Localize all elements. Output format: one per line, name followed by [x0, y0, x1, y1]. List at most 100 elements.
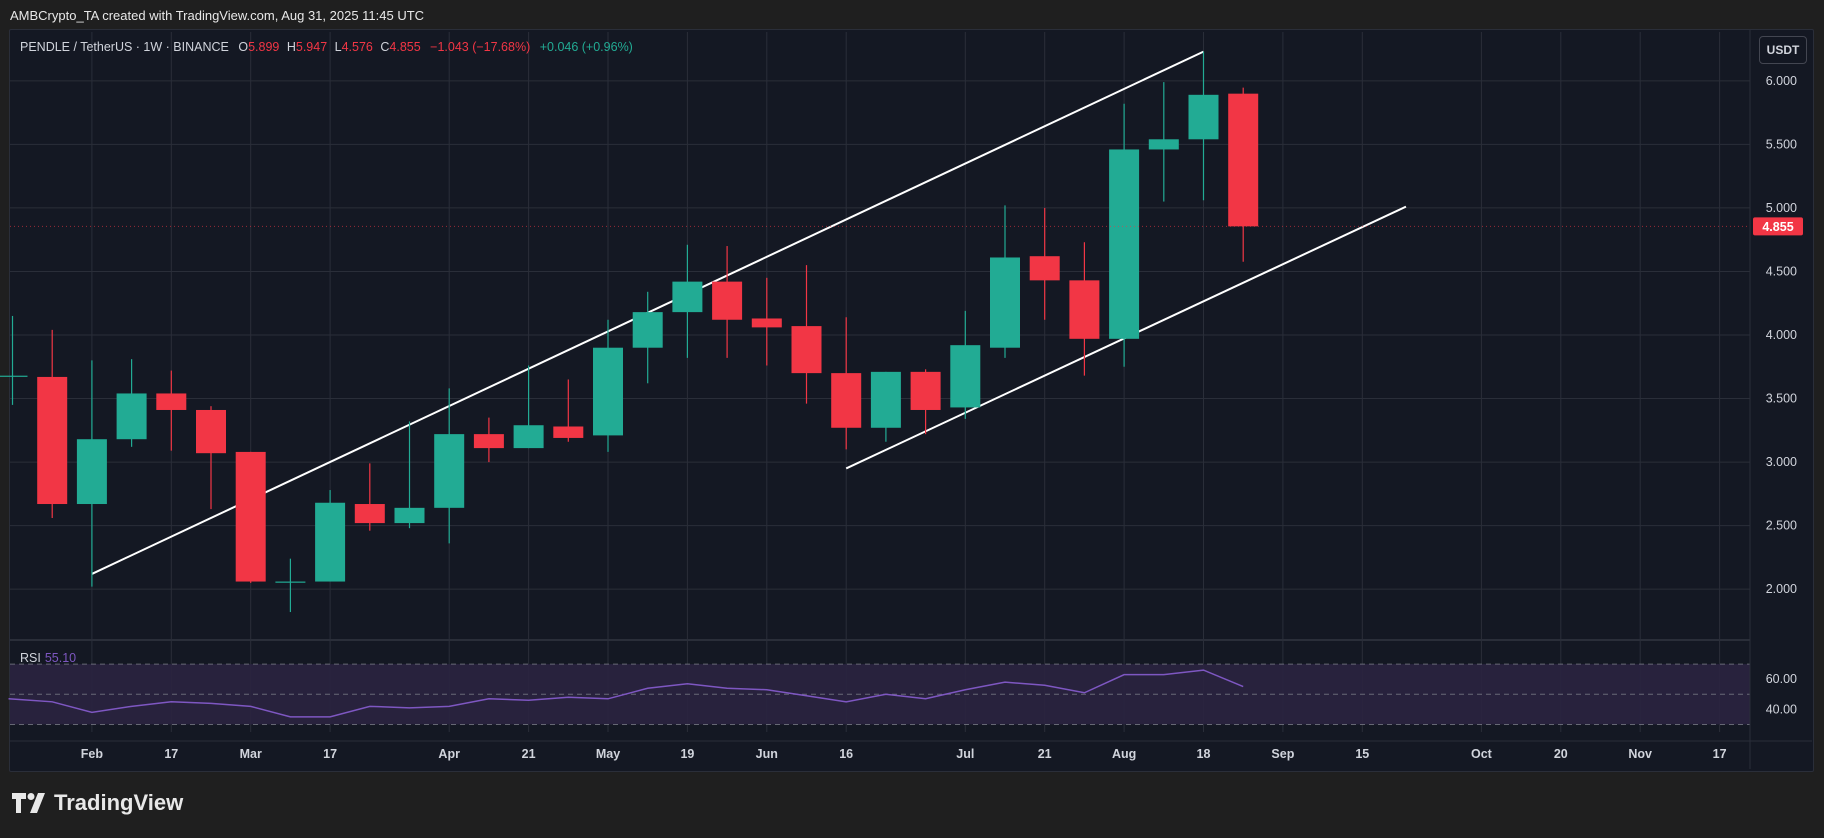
- rsi-pane: [8, 663, 1750, 725]
- brand-name: TradingView: [54, 790, 184, 815]
- candle-body: [196, 409, 226, 454]
- candle: [870, 371, 901, 442]
- tradingview-logo[interactable]: TradingView: [12, 790, 183, 816]
- candle-body: [394, 507, 425, 524]
- low-value: 4.576: [341, 40, 373, 54]
- time-tick-label: 21: [522, 747, 536, 761]
- open-label: O: [238, 40, 249, 54]
- candle-body: [315, 502, 346, 582]
- candle-body: [76, 439, 107, 505]
- candle: [751, 277, 782, 366]
- candle-body: [751, 318, 782, 328]
- candle: [950, 310, 981, 419]
- candle: [354, 463, 385, 531]
- close-label: C: [380, 40, 390, 54]
- price-tick-label: 2.500: [1766, 519, 1797, 533]
- candle: [235, 451, 266, 583]
- candle: [513, 365, 544, 449]
- time-tick-label: Apr: [438, 747, 460, 761]
- time-tick-label: Jun: [756, 747, 778, 761]
- candle-body: [910, 371, 941, 410]
- price-tick-label: 3.000: [1766, 455, 1797, 469]
- candle: [156, 370, 187, 451]
- currency-button[interactable]: USDT: [1759, 36, 1807, 64]
- low-label: L: [334, 40, 342, 54]
- candle: [990, 205, 1020, 358]
- candle: [1069, 242, 1100, 376]
- last-price-tag: [1753, 217, 1803, 236]
- time-tick-label: Oct: [1471, 747, 1493, 761]
- rsi-label: RSI: [20, 651, 41, 665]
- price-change: −1.043 (−17.68%): [430, 40, 531, 54]
- time-tick-label: Sep: [1271, 747, 1294, 761]
- time-tick-label: 18: [1197, 747, 1211, 761]
- candle: [0, 315, 28, 405]
- candle-body: [990, 257, 1020, 348]
- rsi-line: [8, 669, 1244, 718]
- rsi-legend: RSI 55.10: [20, 651, 76, 665]
- candle-body: [1148, 139, 1179, 150]
- candle: [831, 317, 862, 450]
- price-tick-label: 6.000: [1766, 74, 1797, 88]
- time-tick-label: 19: [680, 747, 694, 761]
- candle: [672, 244, 703, 358]
- candle-body: [593, 347, 623, 436]
- time-tick-label: 21: [1038, 747, 1052, 761]
- candle-body: [116, 393, 147, 440]
- price-tick-label: 5.000: [1766, 201, 1797, 215]
- candle-body: [434, 434, 465, 508]
- candles: [0, 51, 1259, 613]
- price-tick-label: 4.500: [1766, 264, 1797, 278]
- candle: [632, 291, 663, 384]
- candle-body: [632, 312, 663, 348]
- chart-caption: AMBCrypto_TA created with TradingView.co…: [10, 8, 425, 23]
- candle: [116, 359, 147, 447]
- tradingview-logo-icon: [12, 793, 45, 813]
- candle: [1148, 82, 1179, 202]
- candle: [1029, 207, 1060, 320]
- time-tick-label: Feb: [81, 747, 104, 761]
- candle: [434, 388, 465, 544]
- time-tick-label: Aug: [1112, 747, 1136, 761]
- candle-body: [831, 373, 862, 428]
- secondary-change: +0.046 (+0.96%): [539, 40, 633, 54]
- rsi-value: 55.10: [44, 651, 77, 665]
- high-label: H: [286, 40, 296, 54]
- candle: [394, 421, 425, 529]
- price-tick-label: 2.000: [1766, 582, 1797, 596]
- candle: [1109, 103, 1140, 367]
- candle: [37, 329, 68, 518]
- symbol-legend: PENDLE / TetherUS · 1W · BINANCE O5.899 …: [20, 40, 633, 54]
- candle: [910, 369, 941, 435]
- candle-body: [553, 426, 584, 438]
- candle-body: [1109, 149, 1140, 339]
- symbol-name: PENDLE / TetherUS · 1W · BINANCE: [20, 40, 229, 54]
- candle: [275, 558, 306, 613]
- last-price-label: 4.855: [1762, 220, 1793, 234]
- candle-body: [712, 281, 743, 320]
- candle: [196, 406, 226, 510]
- candle: [1188, 51, 1219, 201]
- time-tick-label: 17: [323, 747, 337, 761]
- time-tick-label: May: [596, 747, 620, 761]
- candle-body: [235, 451, 266, 582]
- candle-body: [354, 504, 385, 524]
- time-tick-label: 17: [164, 747, 178, 761]
- candle: [593, 319, 623, 452]
- candle: [712, 246, 743, 358]
- time-tick-label: Jul: [956, 747, 974, 761]
- candle-body: [0, 375, 28, 377]
- candle-body: [1029, 256, 1060, 281]
- candle-body: [275, 581, 306, 583]
- rsi-tick-label: 60.00: [1766, 672, 1797, 686]
- candle-body: [1228, 93, 1259, 227]
- price-tick-label: 5.500: [1766, 137, 1797, 151]
- time-tick-label: 16: [839, 747, 853, 761]
- candle-body: [37, 376, 68, 505]
- open-value: 5.899: [248, 40, 280, 54]
- time-tick-label: Nov: [1628, 747, 1652, 761]
- candle-body: [1069, 280, 1100, 339]
- candle-body: [672, 281, 703, 313]
- candle-body: [950, 345, 981, 408]
